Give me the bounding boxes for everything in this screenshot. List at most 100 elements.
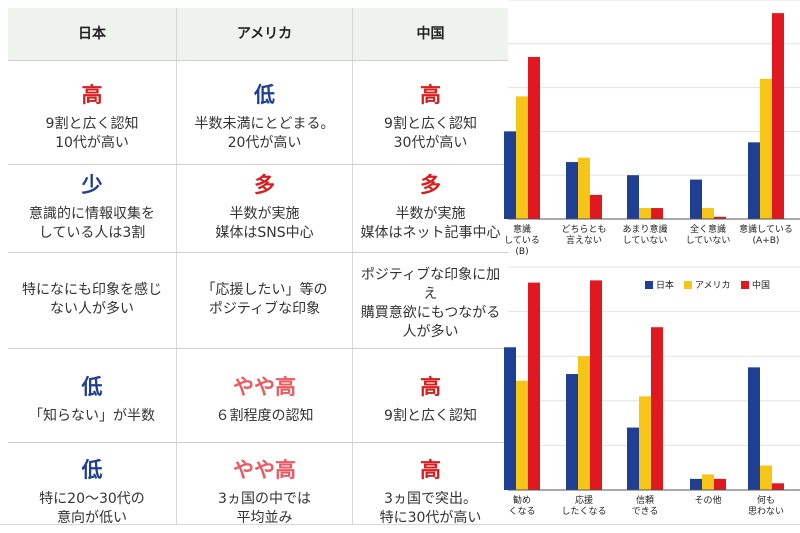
cell-description: 半数が実施 媒体はネット記事中心 [360,206,501,241]
bar-日本-0 [504,131,516,219]
table-cell: 多 半数が実施 媒体はネット記事中心 [353,172,508,243]
level-badge: 高 [420,83,441,107]
category-label: (B) [515,247,528,257]
bar-アメリカ-2 [639,396,651,490]
cell-description: 意識的に情報収集を している人は3割 [29,206,155,241]
category-label: 意識している [739,223,793,235]
category-label: 言えない [566,234,602,246]
bar-アメリカ-0 [516,380,528,490]
table-cell: 低 「知らない」が半数 [8,374,176,426]
bar-アメリカ-1 [578,157,590,219]
level-badge: 低 [254,83,275,107]
bar-アメリカ-0 [516,96,528,219]
comparison-table: 日本 アメリカ 中国 高 9割と広く認知 10代が高い 低 半数未満にとどまる。… [8,8,508,524]
category-label: その他 [694,494,721,506]
level-badge: 少 [81,173,103,197]
bar-中国-0 [528,56,540,219]
table-cell: 低 半数未満にとどまる。 20代が高い [177,82,352,153]
header-america: アメリカ [177,8,352,60]
category-label: あまり意識 [622,223,667,235]
category-label: 応援 [575,494,593,506]
cell-description: 「応援したい」等の ポジティブな印象 [201,282,328,317]
bar-アメリカ-3 [702,474,714,490]
row-divider [8,442,508,443]
level-badge: 高 [420,458,441,482]
bar-中国-3 [714,478,726,490]
cell-description: ６割程度の認知 [215,408,314,424]
bar-中国-3 [714,216,726,219]
cell-description: ポジティブな印象に加え 購買意欲にもつながる 人が多い [360,267,501,340]
category-label: 全く意識 [690,223,726,235]
bar-アメリカ-1 [578,356,590,490]
category-label: どちらとも [561,224,606,235]
row-divider [8,252,508,253]
bar-日本-3 [690,179,702,219]
level-badge: 低 [81,375,103,399]
level-badge: やや高 [233,375,296,399]
level-badge: やや高 [233,458,296,482]
level-badge: 低 [81,458,103,482]
bar-アメリカ-4 [760,78,772,219]
legend-entry: アメリカ [695,280,731,291]
cell-description: 特に20～30代の 意向が低い [39,491,145,524]
category-label: していない [686,235,731,246]
table-cell: 高 9割と広く認知 10代が高い [8,82,176,153]
table-cell: ポジティブな印象に加え 購買意欲にもつながる 人が多い [353,266,508,342]
legend-swatch [684,281,692,289]
table-cell: 特になにも印象を感じ ない人が多い [8,281,176,319]
level-badge: 多 [420,173,441,197]
table-cell: 「応援したい」等の ポジティブな印象 [177,281,352,319]
bar-日本-3 [690,478,702,490]
bar-中国-4 [772,483,784,490]
bar-アメリカ-4 [760,465,772,490]
bar-中国-1 [590,280,602,490]
category-label: 意識 [513,223,531,235]
category-label: 勧め [513,494,531,506]
category-label: 何も [757,494,775,506]
page-bottom-divider [0,524,800,525]
category-label: したくなる [561,506,606,517]
bar-アメリカ-3 [702,208,714,219]
header-china: 中国 [353,8,508,60]
bar-中国-2 [651,208,663,219]
header-japan: 日本 [8,8,176,60]
cell-description: 半数未満にとどまる。 20代が高い [194,116,335,151]
category-label: している [504,235,540,246]
legend-swatch [645,281,653,289]
bar-日本-0 [504,347,516,490]
table-cell: 多 半数が実施 媒体はSNS中心 [177,172,352,243]
bar-アメリカ-2 [639,208,651,219]
level-badge: 多 [254,173,275,197]
table-cell: 低 特に20～30代の 意向が低い [8,457,176,524]
bar-日本-1 [566,374,578,490]
legend-entry: 中国 [752,279,770,291]
column-divider [176,8,177,524]
category-label: (A+B) [753,236,780,246]
category-label: くなる [508,506,535,517]
table-cell: 高 3ヵ国で突出。 特に30代が高い [353,457,508,524]
table-cell: やや高 3ヵ国の中では 平均並み [177,457,352,524]
legend-swatch [741,281,749,289]
cell-description: 3ヵ国で突出。 特に30代が高い [379,491,482,524]
column-divider [352,8,353,524]
cell-description: 9割と広く認知 [384,408,477,424]
row-divider [8,60,508,61]
category-label: 信頼 [636,494,654,506]
category-label: できる [632,506,659,517]
level-badge: 高 [81,83,103,107]
table-cell: やや高 ６割程度の認知 [177,374,352,426]
category-label: していない [623,235,668,246]
cell-description: 「知らない」が半数 [29,408,155,424]
bar-日本-1 [566,162,578,219]
bar-中国-1 [590,194,602,219]
bar-日本-4 [748,367,760,490]
bar-日本-2 [627,427,639,490]
cell-description: 半数が実施 媒体はSNS中心 [215,206,314,241]
cell-description: 3ヵ国の中では 平均並み [218,491,311,524]
bar-中国-0 [528,282,540,490]
bar-中国-4 [772,13,784,220]
cell-description: 特になにも印象を感じ ない人が多い [22,282,162,317]
level-badge: 高 [420,375,441,399]
awareness-bar-chart: 意識している(B)どちらとも言えないあまり意識していない全く意識していない意識し… [504,0,800,257]
